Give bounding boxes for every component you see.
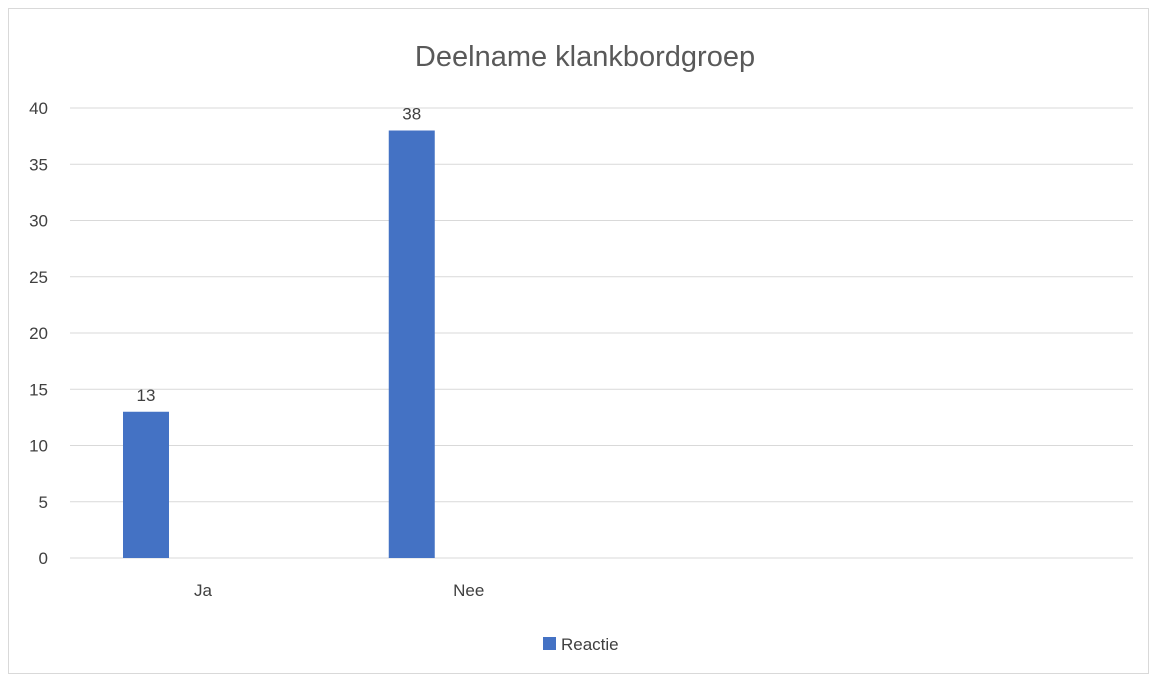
bar [388,130,435,558]
gridlines [70,107,1133,559]
y-tick-label: 30 [29,212,48,231]
bar [123,411,169,558]
data-label: 13 [137,386,156,405]
y-axis-ticks: 0 5 10 15 20 25 30 35 40 [29,99,48,568]
legend-swatch [543,637,556,650]
y-tick-label: 20 [29,324,48,343]
x-axis-categories: Ja Nee [194,581,484,600]
legend-label: Reactie [561,635,619,654]
y-tick-label: 40 [29,99,48,118]
y-tick-label: 15 [29,380,48,399]
legend: Reactie [543,635,619,654]
y-tick-label: 10 [29,437,48,456]
y-tick-label: 0 [39,549,48,568]
chart-title: Deelname klankbordgroep [415,41,755,73]
x-category-label: Nee [453,581,484,600]
bars [123,130,435,558]
y-tick-label: 35 [29,155,48,174]
data-labels: 13 38 [137,105,422,405]
data-label: 38 [402,105,421,124]
y-tick-label: 25 [29,268,48,287]
x-category-label: Ja [194,581,213,600]
y-tick-label: 5 [39,493,48,512]
chart-frame [8,8,1149,674]
